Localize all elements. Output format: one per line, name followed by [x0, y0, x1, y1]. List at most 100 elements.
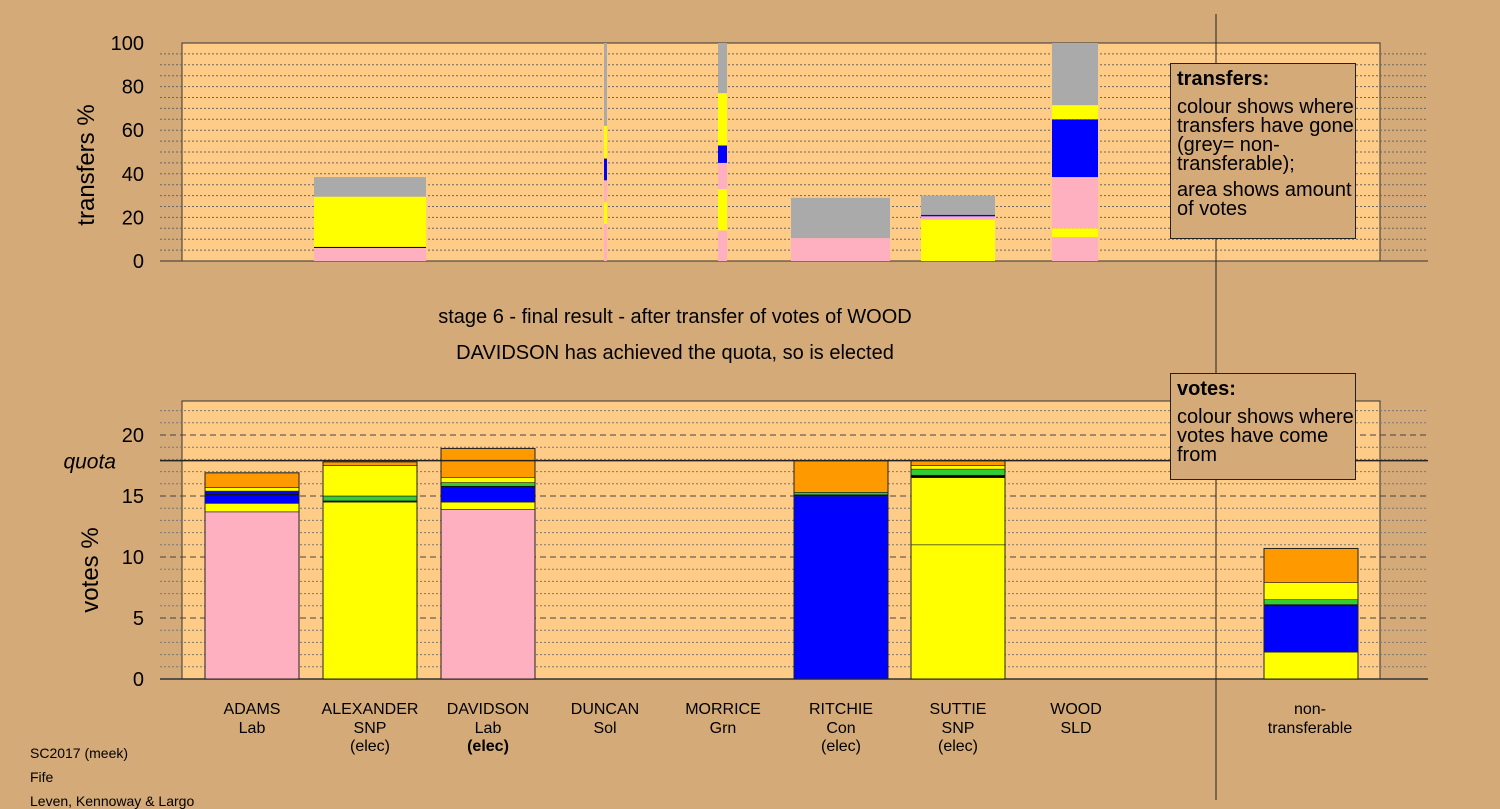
candidate-name: ADAMS — [224, 701, 281, 718]
votes-legend-text: colour shows where votes have come from — [1177, 406, 1354, 466]
transfer-segment — [718, 189, 727, 231]
transfer-segment — [718, 145, 727, 163]
vote-segment — [793, 460, 889, 493]
transfers-y-tick: 100 — [111, 33, 144, 55]
transfers-legend-text2: area shows amount of votes — [1177, 179, 1352, 220]
transfers-y-tick: 40 — [122, 164, 144, 186]
vote-bar-outline — [1263, 547, 1359, 680]
candidate-party: transferable — [1268, 720, 1353, 737]
vote-segment — [910, 477, 1006, 546]
vote-segment — [204, 511, 300, 680]
vote-segment — [1263, 599, 1359, 605]
vote-segment — [440, 482, 536, 487]
vote-segment — [440, 477, 536, 483]
transfers-legend: transfers: colour shows where transfers … — [1170, 63, 1356, 239]
votes-y-axis-label: votes % — [77, 527, 104, 612]
candidate-name: DAVIDSON — [447, 701, 529, 718]
transfer-segment — [604, 223, 607, 261]
transfer-segment — [604, 202, 607, 224]
vote-segment — [204, 472, 300, 488]
transfers-y-axis-label: transfers % — [73, 104, 100, 225]
transfer-segment — [314, 247, 426, 261]
candidate-status: (elec) — [821, 738, 861, 755]
transfers-y-tick: 80 — [122, 77, 144, 99]
transfer-segment — [1052, 237, 1098, 261]
vote-segment — [793, 492, 889, 496]
transfer-segment — [921, 216, 995, 220]
vote-segment — [322, 495, 418, 502]
candidate-party: Sol — [593, 720, 616, 737]
vote-segment — [204, 490, 300, 494]
votes-y-tick: 10 — [122, 547, 144, 569]
transfer-segment — [604, 158, 607, 181]
candidate-name: non- — [1294, 701, 1326, 718]
vote-segment — [322, 461, 418, 466]
vote-segment — [204, 487, 300, 492]
transfer-segment — [718, 162, 727, 190]
candidate-status: (elec) — [350, 738, 390, 755]
votes-legend-title: votes: — [1177, 378, 1236, 400]
vote-segment — [1263, 651, 1359, 680]
transfer-segment — [604, 180, 607, 203]
transfer-segment — [1052, 119, 1098, 178]
footer-council: Fife — [30, 769, 54, 785]
candidate-party: Lab — [239, 720, 266, 737]
footer-ward: Leven, Kennoway & Largo — [30, 793, 195, 809]
transfers-legend-title: transfers: — [1177, 68, 1270, 90]
stage-heading: stage 6 - final result - after transfer … — [438, 306, 912, 328]
transfer-segment — [718, 43, 727, 94]
vote-segment — [910, 474, 1006, 479]
vote-segment — [204, 494, 300, 504]
vote-segment — [322, 465, 418, 497]
transfer-segment — [791, 197, 890, 239]
vote-bar-outline — [440, 447, 536, 680]
candidate-party: Grn — [710, 720, 737, 737]
vote-segment — [440, 448, 536, 479]
transfers-y-tick: 20 — [122, 207, 144, 229]
transfer-segment — [718, 230, 727, 261]
transfer-segment — [921, 195, 995, 215]
result-heading: DAVIDSON has achieved the quota, so is e… — [456, 342, 894, 364]
transfer-segment — [921, 214, 995, 217]
vote-bar-outline — [204, 472, 300, 680]
transfer-segment — [1052, 228, 1098, 238]
vote-segment — [440, 509, 536, 680]
candidate-party: SNP — [942, 720, 975, 737]
vote-segment — [1263, 548, 1359, 583]
transfer-segment — [604, 125, 607, 159]
footer-method: SC2017 (meek) — [30, 745, 129, 761]
candidate-name: RITCHIE — [809, 701, 873, 718]
vote-segment — [910, 468, 1006, 476]
transfer-segment — [791, 238, 890, 255]
transfer-segment — [314, 177, 426, 197]
quota-label: quota — [63, 451, 116, 474]
transfer-segment — [791, 254, 890, 261]
candidate-party: Con — [826, 720, 855, 737]
votes-y-tick: 20 — [122, 425, 144, 447]
candidate-party: SNP — [354, 720, 387, 737]
transfer-segment — [1052, 43, 1098, 106]
votes-y-tick: 5 — [133, 608, 144, 630]
candidate-name: DUNCAN — [571, 701, 639, 718]
candidate-party: Lab — [475, 720, 502, 737]
transfer-segment — [718, 93, 727, 146]
vote-segment — [910, 544, 1006, 680]
candidate-status: (elec) — [938, 738, 978, 755]
candidate-status: (elec) — [467, 738, 509, 755]
votes-y-tick: 15 — [122, 486, 144, 508]
votes-legend: votes: colour shows where votes have com… — [1170, 373, 1356, 480]
transfer-segment — [921, 219, 995, 261]
transfers-y-tick: 0 — [133, 251, 144, 273]
vote-segment — [440, 501, 536, 510]
transfer-segment — [604, 43, 607, 126]
candidate-name: ALEXANDER — [322, 701, 419, 718]
candidate-party: SLD — [1060, 720, 1091, 737]
transfers-y-tick: 60 — [122, 120, 144, 142]
transfers-legend-text1: colour shows where transfers have gone (… — [1177, 96, 1354, 175]
vote-segment — [204, 503, 300, 513]
vote-segment — [1263, 605, 1359, 653]
vote-segment — [440, 487, 536, 503]
votes-y-tick: 0 — [133, 669, 144, 691]
transfer-segment — [314, 246, 426, 248]
vote-segment — [793, 495, 889, 680]
